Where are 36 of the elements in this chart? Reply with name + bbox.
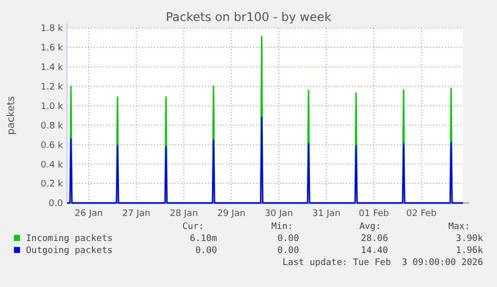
text: Max: [448, 222, 470, 232]
text: Min: [271, 222, 293, 232]
text: 0.00 [195, 246, 217, 256]
text: 6.10m [190, 234, 217, 244]
x-tick-label: 31 Jan [312, 209, 340, 219]
text: 3.90k [456, 234, 484, 244]
y-tick-label: 1.0 k [40, 102, 64, 112]
text: 0.00 [277, 246, 299, 256]
text: 28.06 [360, 234, 388, 244]
chart-title: Packets on br100 - by week [166, 10, 332, 24]
y-tick-label: 0.6 k [40, 140, 64, 151]
legend-label: Outgoing packets [26, 246, 113, 256]
y-tick-label: 0.0 [48, 199, 64, 210]
text: Avg: [359, 222, 381, 232]
y-tick-label: 0.2 k [40, 180, 64, 190]
x-tick-label: 29 Jan [217, 209, 246, 219]
x-tick-label: 28 Jan [170, 209, 198, 219]
text: Cur: [182, 222, 204, 232]
y-tick-label: 0.4 k [40, 160, 64, 170]
x-tick-label: 26 Jan [74, 209, 103, 219]
text: 1.96k [456, 246, 484, 256]
y-tick-label: 0.8 k [40, 121, 64, 132]
x-tick-label: 01 Feb [358, 209, 390, 219]
x-tick-label: 02 Feb [406, 209, 437, 219]
text: 14.40 [360, 246, 388, 256]
y-tick-label: 1.6 k [40, 44, 64, 54]
x-tick-label: 30 Jan [264, 209, 293, 219]
line-series [66, 116, 464, 204]
y-tick-label: 1.8 k [40, 24, 64, 34]
text: 0.00 [277, 234, 299, 244]
y-tick-label: 1.2 k [40, 82, 64, 92]
text: Last update: Tue Feb 3 09:00:00 2026 [282, 258, 483, 268]
legend-label: Incoming packets [26, 234, 113, 244]
y-tick-label: 1.4 k [40, 63, 64, 74]
y-axis-title: packets [6, 96, 17, 135]
x-tick-label: 27 Jan [122, 209, 150, 219]
